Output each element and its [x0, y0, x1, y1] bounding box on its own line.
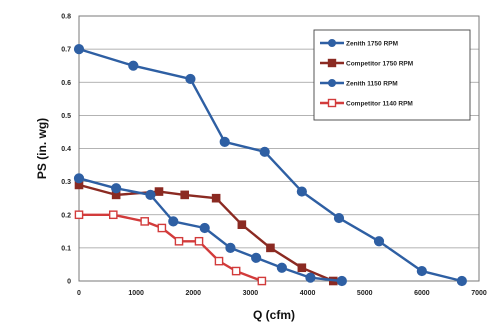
data-point [74, 210, 84, 220]
legend-label: Zenith 1150 RPM [346, 80, 398, 87]
series-line [78, 47, 463, 283]
legend-label: Competitor 1750 RPM [346, 60, 413, 67]
y-axis-tick-labels: 0 0.1 0.2 0.3 0.4 0.5 0.6 0.7 0.8 [61, 14, 71, 286]
data-point [111, 183, 122, 194]
data-point [154, 187, 164, 196]
x-tick-label: 5000 [357, 290, 373, 297]
legend: Zenith 1750 RPM Competitor 1750 RPM Zenith… [313, 29, 471, 121]
data-point [140, 217, 150, 226]
data-point [194, 236, 204, 246]
legend-marker [327, 98, 337, 108]
data-point [199, 222, 210, 234]
data-point [336, 275, 347, 287]
y-axis-title: PS (in. wg) [35, 118, 49, 179]
data-point [108, 210, 118, 220]
data-point [174, 236, 184, 246]
data-point [276, 262, 287, 273]
legend-label: Competitor 1140 RPM [346, 100, 413, 107]
data-point [266, 243, 275, 253]
y-tick-label: 0.7 [61, 47, 71, 54]
data-point [180, 190, 190, 200]
legend-entry: Competitor 1750 RPM [320, 58, 413, 68]
data-point [73, 44, 85, 55]
data-point [211, 193, 221, 203]
data-point [231, 266, 241, 276]
x-tick-label: 3000 [243, 290, 259, 297]
x-axis-title: Q (cfm) [253, 308, 295, 322]
legend-label: Zenith 1750 RPM [346, 40, 398, 47]
series-0 [73, 44, 467, 287]
legend-marker [328, 79, 336, 87]
data-point [214, 256, 224, 266]
data-point [259, 146, 270, 157]
x-tick-label: 1000 [128, 290, 144, 297]
data-point [73, 173, 85, 184]
legend-entry: Zenith 1150 RPM [320, 79, 398, 87]
data-point [168, 216, 179, 227]
x-tick-label: 0 [77, 290, 81, 297]
data-point [296, 186, 307, 197]
data-point [456, 275, 467, 287]
series-2 [73, 173, 347, 287]
data-point [225, 242, 236, 253]
y-tick-label: 0.4 [61, 146, 71, 153]
data-point [185, 73, 196, 85]
legend-box [313, 29, 471, 121]
data-point [416, 265, 427, 277]
data-point [297, 263, 307, 273]
x-tick-label: 2000 [185, 290, 201, 297]
y-tick-label: 0.8 [61, 14, 71, 21]
legend-entry: Competitor 1140 RPM [320, 98, 413, 108]
data-point [128, 60, 139, 71]
data-point [157, 223, 167, 233]
x-axis-tick-labels: 0 1000 2000 3000 4000 5000 6000 7000 [77, 290, 487, 297]
x-tick-label: 4000 [300, 290, 316, 297]
series-3 [74, 210, 267, 286]
y-tick-label: 0.2 [61, 212, 71, 219]
y-tick-label: 0 [67, 279, 71, 286]
x-tick-label: 6000 [414, 290, 430, 297]
y-tick-label: 0.3 [61, 179, 71, 186]
data-point [219, 136, 230, 147]
data-point [373, 236, 385, 247]
data-point [237, 220, 247, 229]
legend-entry: Zenith 1750 RPM [320, 39, 398, 47]
y-tick-label: 0.1 [61, 245, 71, 252]
data-point [333, 212, 345, 224]
data-series [73, 44, 467, 287]
legend-marker [327, 58, 337, 68]
y-tick-label: 0.5 [61, 113, 71, 120]
data-point [145, 189, 156, 200]
data-point [251, 252, 262, 263]
y-tick-label: 0.6 [61, 80, 71, 87]
series-1 [74, 180, 338, 286]
data-point [305, 272, 316, 283]
legend-marker [328, 39, 336, 47]
plot-area-frame [78, 15, 480, 282]
series-line [78, 177, 343, 283]
x-tick-label: 7000 [471, 290, 487, 297]
data-point [257, 276, 267, 286]
